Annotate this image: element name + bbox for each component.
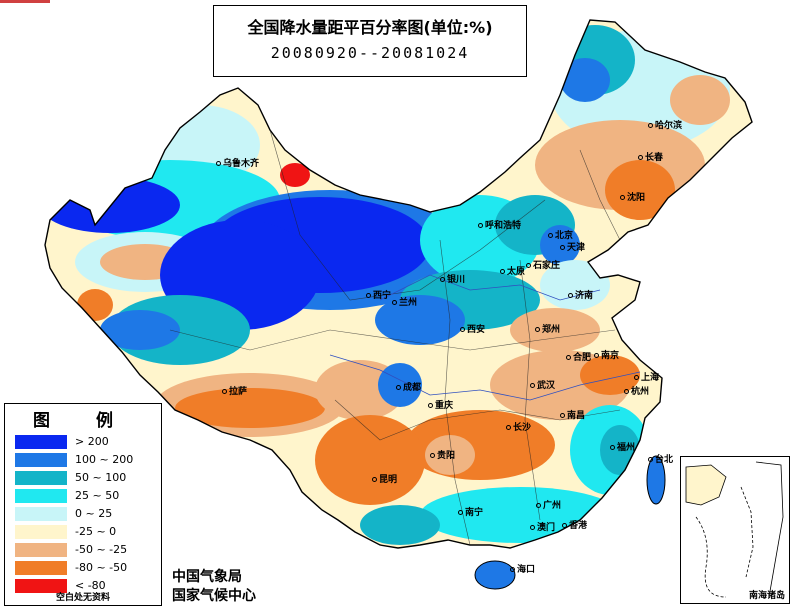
legend-swatch [15, 453, 67, 467]
legend-item: 0 ~ 25 [13, 507, 159, 521]
south-china-sea-inset: 南海诸岛 [680, 456, 790, 604]
legend-item: -50 ~ -25 [13, 543, 159, 557]
zone-ne-orange-2 [670, 75, 730, 125]
legend-label: 25 ~ 50 [75, 489, 120, 502]
city-label: 长春 [638, 150, 663, 163]
legend-label: < -80 [75, 579, 106, 592]
legend-title: 图 例 [33, 411, 133, 431]
legend-label: 50 ~ 100 [75, 471, 127, 484]
legend-item: 100 ~ 200 [13, 453, 159, 467]
legend-swatch [15, 507, 67, 521]
legend-swatch [15, 561, 67, 575]
city-label: 乌鲁木齐 [216, 156, 259, 169]
city-label: 天津 [560, 240, 585, 253]
legend-note: 空白处无资料 [55, 593, 110, 603]
agency-line-1: 中国气象局 [172, 569, 242, 585]
city-label: 上海 [634, 370, 659, 383]
legend-item: 50 ~ 100 [13, 471, 159, 485]
city-label: 杭州 [624, 384, 649, 397]
zone-nw-red [280, 163, 310, 187]
city-label: 台北 [648, 452, 673, 465]
city-label: 合肥 [566, 350, 591, 363]
zone-yunnan-teal [360, 505, 440, 545]
legend-item: -80 ~ -50 [13, 561, 159, 575]
legend-item: > 200 [13, 435, 159, 449]
legend-item: 25 ~ 50 [13, 489, 159, 503]
legend-swatch [15, 579, 67, 593]
zone-south-cyan [420, 487, 620, 543]
city-label: 呼和浩特 [478, 218, 521, 231]
city-label: 贵阳 [430, 448, 455, 461]
city-label: 拉萨 [222, 384, 247, 397]
legend-swatch [15, 471, 67, 485]
city-label: 西宁 [366, 288, 391, 301]
city-label: 澳门 [530, 520, 555, 533]
legend-swatch [15, 525, 67, 539]
inset-label: 南海诸岛 [748, 591, 785, 601]
inset-map [685, 461, 784, 598]
city-label: 南宁 [458, 505, 483, 518]
legend-swatch [15, 489, 67, 503]
city-label: 福州 [610, 440, 635, 453]
legend-label: 0 ~ 25 [75, 507, 113, 520]
zone-nw-deep-blue [45, 177, 180, 233]
legend-item: -25 ~ 0 [13, 525, 159, 539]
city-label: 海口 [510, 562, 535, 575]
city-label: 昆明 [372, 472, 397, 485]
rivers [329, 274, 641, 401]
city-label: 石家庄 [526, 258, 560, 271]
china-border [44, 19, 753, 549]
city-label: 武汉 [530, 378, 555, 391]
city-label: 太原 [500, 264, 525, 277]
zone-tibet-dark-orange [175, 388, 325, 428]
city-label: 西安 [460, 322, 485, 335]
corner-mark [0, 0, 50, 3]
city-label: 银川 [440, 272, 465, 285]
zone-w-orange [77, 289, 113, 321]
zone-tibet-blue [100, 310, 180, 350]
city-label: 哈尔滨 [648, 118, 682, 131]
date-range: 20080920--20081024 [270, 44, 470, 62]
title-box: 全国降水量距平百分率图(单位:%) 20080920--20081024 [213, 5, 527, 77]
legend-swatch [15, 435, 67, 449]
legend: 图 例 > 200 100 ~ 200 50 ~ 100 25 ~ 50 0 ~… [4, 403, 162, 606]
city-label: 郑州 [535, 322, 560, 335]
zone-kunming-orange [315, 415, 425, 505]
legend-label: -80 ~ -50 [75, 561, 128, 574]
city-label: 沈阳 [620, 190, 645, 203]
legend-label: -25 ~ 0 [75, 525, 117, 538]
city-label: 重庆 [428, 398, 453, 411]
legend-swatch [15, 543, 67, 557]
city-label: 北京 [548, 228, 573, 241]
city-label: 成都 [396, 380, 421, 393]
agency-line-2: 国家气候中心 [172, 588, 256, 604]
zone-ne-blue [560, 58, 610, 102]
hainan-island [474, 560, 516, 590]
legend-label: > 200 [75, 435, 109, 448]
legend-item: < -80 [13, 579, 159, 593]
city-label: 长沙 [506, 420, 531, 433]
city-label: 香港 [562, 518, 587, 531]
city-label: 济南 [568, 288, 593, 301]
zone-xian-blue [375, 295, 465, 345]
city-label: 南昌 [560, 408, 585, 421]
city-label: 南京 [594, 348, 619, 361]
map-title: 全国降水量距平百分率图(单位:%) [247, 18, 493, 37]
legend-label: -50 ~ -25 [75, 543, 128, 556]
city-label: 兰州 [392, 295, 417, 308]
legend-label: 100 ~ 200 [75, 453, 134, 466]
city-label: 广州 [536, 498, 561, 511]
